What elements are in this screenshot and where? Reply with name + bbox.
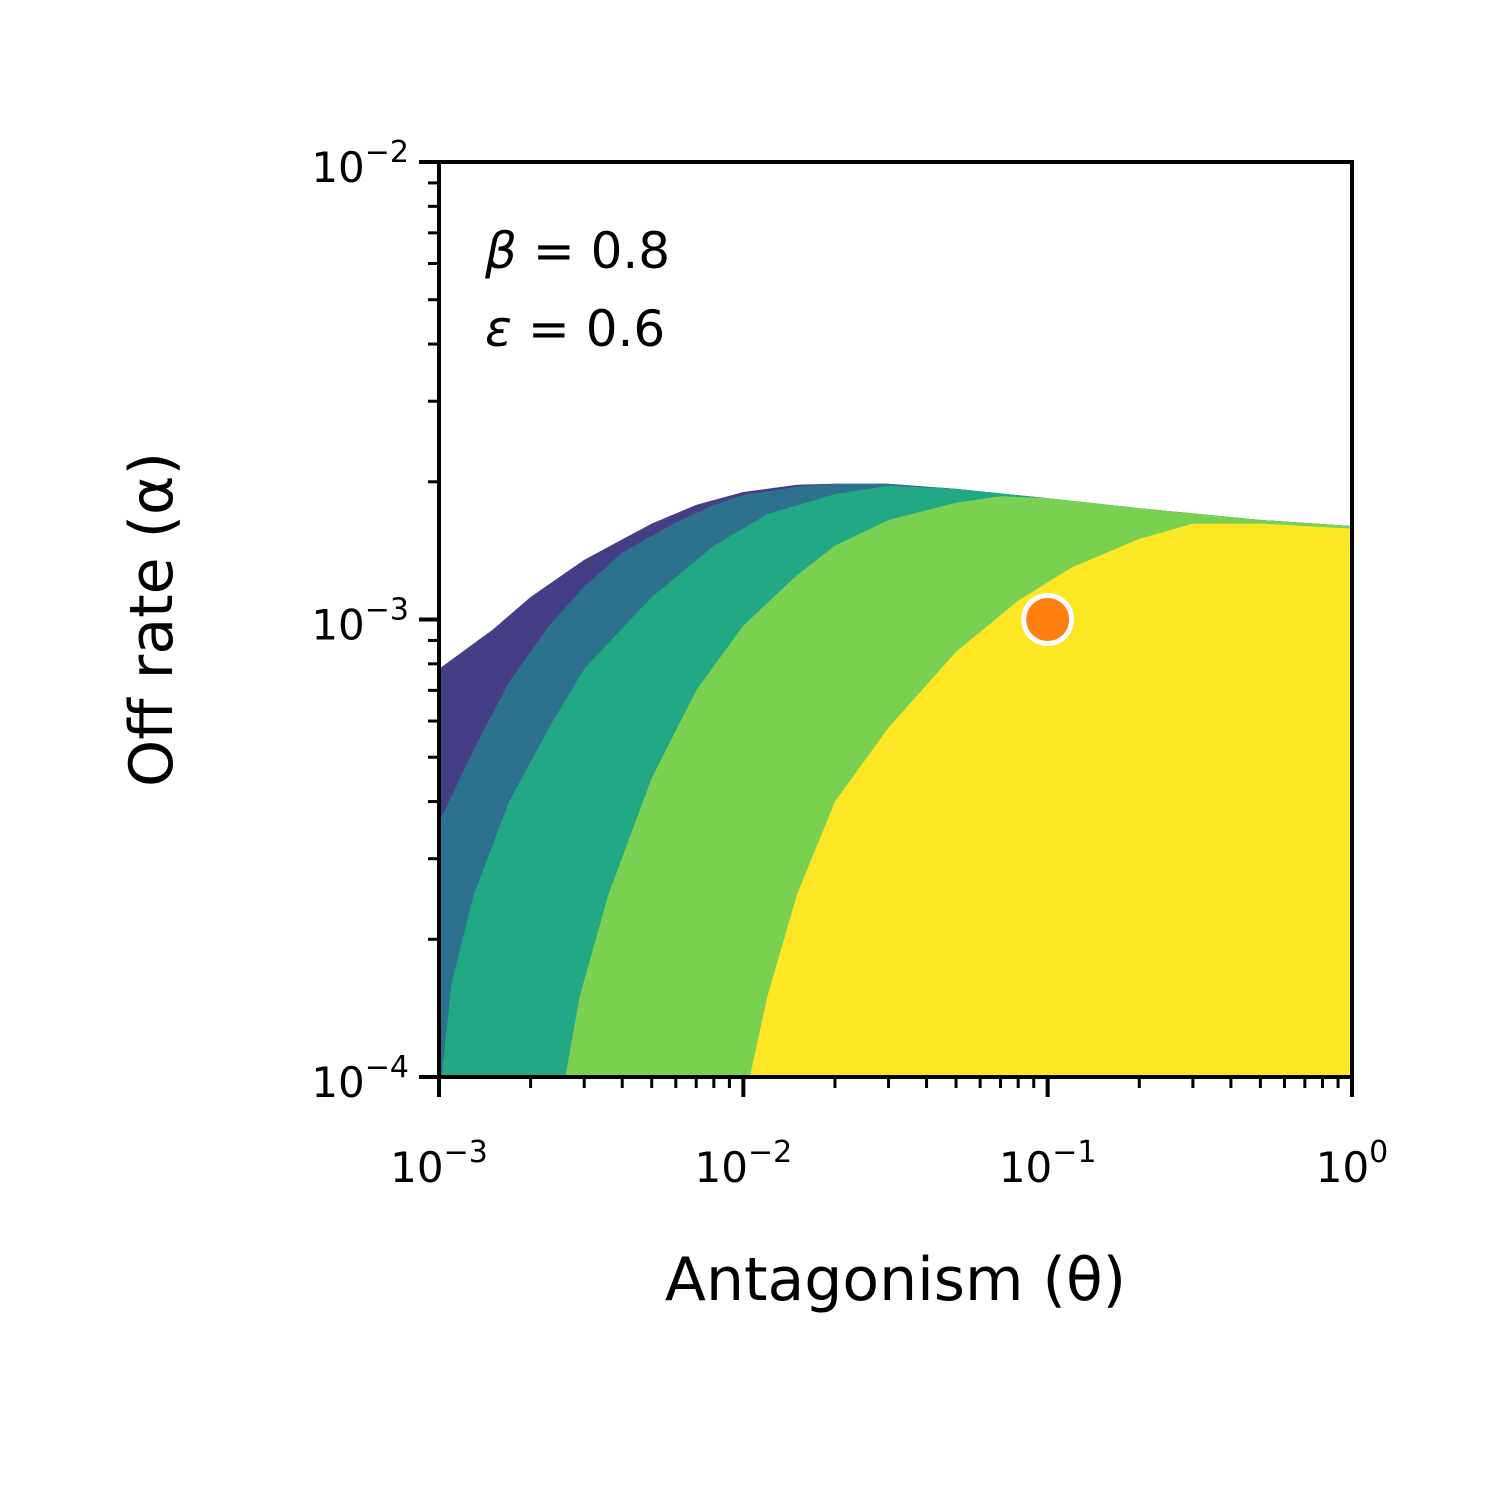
y-axis-label: Off rate (α) [117,452,187,787]
x-tick-label: 100 [1316,1135,1389,1192]
marker-layer [1021,593,1075,646]
x-axis-label: Antagonism (θ) [665,1245,1126,1315]
annotation-2: ε = 0.6 [485,300,665,358]
x-tick-label: 10−3 [390,1135,488,1192]
filled-regions [439,483,1353,1077]
x-tick-label: 10−1 [999,1135,1097,1192]
axis-ticks: 10−3 10−2 10−1 100 10−4 10−3 10−2 [311,135,1388,1192]
y-tick-label: 10−3 [311,593,409,650]
annotation-1: β = 0.8 [484,222,670,280]
data-point-marker [1021,593,1075,646]
region-5 [749,523,1352,1077]
annotations: β = 0.8 ε = 0.6 [484,222,670,358]
x-tick-label: 10−2 [694,1135,792,1192]
y-tick-label: 10−4 [311,1050,409,1107]
y-tick-label: 10−2 [311,135,409,192]
